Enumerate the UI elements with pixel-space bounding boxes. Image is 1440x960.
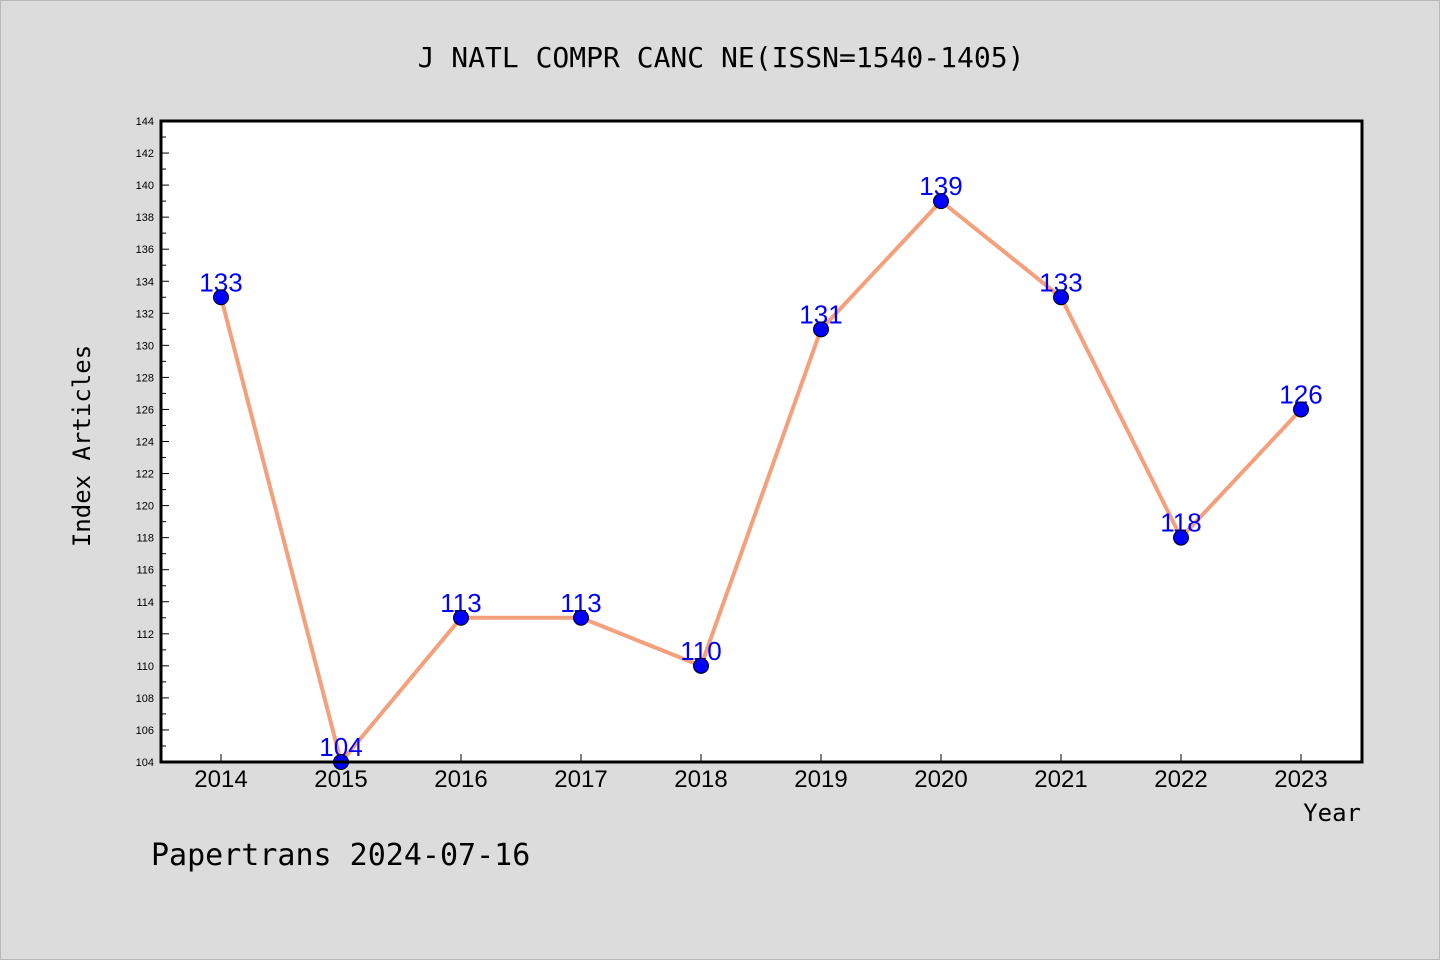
y-tick-label: 108 — [136, 693, 154, 705]
y-tick-label: 142 — [136, 148, 154, 160]
data-point — [693, 657, 709, 674]
y-tick-label: 104 — [136, 757, 154, 769]
y-tick-label: 106 — [136, 725, 154, 737]
y-tick-label: 132 — [136, 308, 154, 320]
footer-text: Papertrans 2024-07-16 — [151, 838, 530, 873]
chart-title: J NATL COMPR CANC NE(ISSN=1540-1405) — [418, 41, 1025, 74]
y-tick-label: 114 — [136, 597, 154, 609]
data-point — [1053, 289, 1069, 306]
y-tick-label: 138 — [136, 212, 154, 224]
y-tick-label: 134 — [136, 276, 154, 288]
y-tick-label: 112 — [136, 629, 154, 641]
y-tick-label: 128 — [136, 372, 154, 384]
x-tick-label: 2018 — [674, 766, 727, 793]
x-tick-label: 2017 — [554, 766, 607, 793]
x-tick-label: 2020 — [914, 766, 967, 793]
y-axis-label: Index Articles — [68, 345, 96, 547]
data-point — [573, 609, 589, 626]
y-tick-label: 118 — [136, 533, 154, 545]
y-tick-label: 130 — [136, 340, 154, 352]
y-tick-label: 120 — [136, 501, 154, 513]
y-tick-label: 124 — [136, 437, 154, 449]
data-point — [1173, 529, 1189, 546]
y-tick-label: 116 — [136, 565, 154, 577]
series-line — [219, 199, 1303, 764]
y-tick-label: 144 — [136, 116, 154, 128]
data-point — [213, 289, 229, 306]
data-point — [453, 609, 469, 626]
y-tick-label: 126 — [136, 404, 154, 416]
x-tick-label: 2022 — [1154, 766, 1207, 793]
y-tick-label: 122 — [136, 469, 154, 481]
y-axis-ticks: 104 106 108 110 112 114 116 118 120 122 124 126 128 1… — [136, 116, 169, 769]
x-tick-label: 2016 — [434, 766, 487, 793]
y-tick-label: 140 — [136, 180, 154, 192]
plot-frame — [159, 119, 1364, 764]
data-point — [1293, 401, 1309, 418]
data-point — [813, 321, 829, 338]
y-tick-label: 136 — [136, 244, 154, 256]
x-tick-label: 2015 — [314, 766, 367, 793]
data-point — [933, 193, 949, 210]
plot-area — [161, 121, 1362, 762]
x-axis-ticks: 2014 2015 2016 2017 2018 2019 2020 2021 2022 2023 — [194, 754, 1328, 793]
y-tick-label: 110 — [136, 661, 154, 673]
x-tick-label: 2023 — [1274, 766, 1327, 793]
x-tick-label: 2019 — [794, 766, 847, 793]
x-axis-label: Year — [1303, 799, 1361, 827]
x-tick-label: 2014 — [194, 766, 247, 793]
x-tick-label: 2021 — [1034, 766, 1087, 793]
